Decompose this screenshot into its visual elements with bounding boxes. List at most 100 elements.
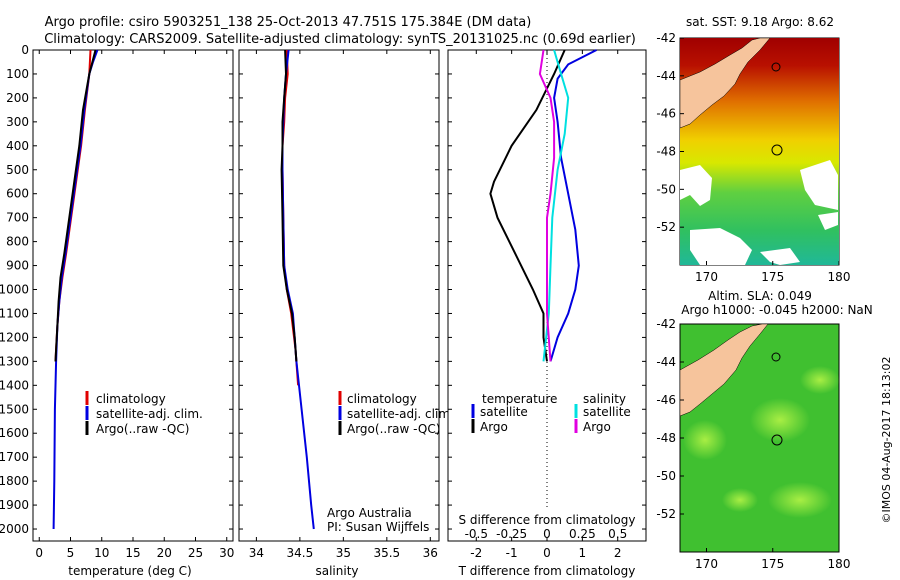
legend-s-satellite-label: satellite	[583, 405, 631, 419]
salinity-plot-frame	[238, 49, 440, 542]
ytick-label: 1600	[0, 426, 29, 440]
sst-map-title: sat. SST: 9.18 Argo: 8.62	[686, 15, 834, 29]
ytick-label: 1500	[0, 402, 29, 416]
argo-australia-label: Argo Australia	[327, 506, 412, 520]
map-xtick-label: 170	[695, 270, 718, 284]
ytick-label: 1000	[0, 283, 29, 297]
ytick-label: 400	[6, 139, 29, 153]
legend-t-argo-label: Argo	[480, 420, 508, 434]
ytick-label: 900	[6, 259, 29, 273]
map-ytick-label: -48	[656, 431, 676, 445]
sst-yticks: -42 -44 -46 -48 -50 -52	[656, 31, 684, 234]
ytick-label: 1200	[0, 330, 29, 344]
sla-map-subtitle: Argo h1000: -0.045 h2000: NaN	[681, 303, 873, 317]
map-ytick-label: -42	[656, 31, 676, 45]
map-ytick-label: -48	[656, 145, 676, 159]
header-title-line1: Argo profile: csiro 5903251_138 25-Oct-2…	[45, 15, 532, 30]
sla-profile-marker	[771, 434, 783, 446]
ytick-label: 1900	[0, 498, 29, 512]
ytick-label: 1800	[0, 474, 29, 488]
series-line-t-satellite	[549, 49, 597, 362]
xtick-label: 35.5	[373, 546, 400, 560]
ytick-label: 1400	[0, 378, 29, 392]
salinity-xticks: 34 34.5 35 35.5 36	[249, 50, 438, 560]
sla-new-zealand-landmass	[679, 323, 769, 417]
sla-anomaly-features	[683, 366, 840, 518]
ytick-label: 0	[21, 43, 29, 57]
legend-satellite-label: satellite-adj. clim.	[347, 407, 454, 421]
xtick-label: 34.5	[287, 546, 314, 560]
ytick-label: 1300	[0, 354, 29, 368]
xtick-label: 0	[543, 546, 551, 560]
pi-label: PI: Susan Wijffels	[327, 520, 429, 534]
temperature-series	[52, 49, 99, 530]
series-line-t-argo	[489, 49, 566, 362]
map-xtick-label: 175	[761, 270, 784, 284]
map-ytick-label: -46	[656, 107, 676, 121]
s-xtick-label: 0	[543, 527, 551, 541]
sla-island-marker	[771, 352, 781, 362]
sst-missing-patches	[680, 160, 838, 265]
difference-yticks	[448, 49, 646, 530]
xtick-label: 30	[219, 546, 234, 560]
sst-island-marker	[771, 62, 781, 72]
s-xtick-label: 0.25	[569, 527, 596, 541]
xtick-label: 25	[188, 546, 203, 560]
legend-satellite-label: satellite-adj. clim.	[96, 407, 203, 421]
ytick-label: 2000	[0, 522, 29, 536]
salinity-legend: climatology satellite-adj. clim. Argo(..…	[338, 391, 454, 436]
difference-series	[489, 49, 597, 362]
map-ytick-label: -52	[656, 507, 676, 521]
map-ytick-label: -46	[656, 393, 676, 407]
ytick-label: 200	[6, 91, 29, 105]
xtick-label: 34	[249, 546, 264, 560]
xtick-label: -2	[470, 546, 482, 560]
series-line-argo-raw-qc-	[280, 49, 298, 362]
series-line-s-satellite	[542, 49, 570, 362]
xtick-label: -1	[506, 546, 518, 560]
map-ytick-label: -52	[656, 220, 676, 234]
salinity-series	[280, 49, 315, 530]
map-xtick-label: 180	[828, 270, 851, 284]
map-ytick-label: -44	[656, 355, 676, 369]
xtick-label: 0	[35, 546, 43, 560]
salinity-yticks	[239, 49, 439, 530]
difference-legend: temperature salinity satellite Argo sate…	[471, 392, 631, 434]
sla-yticks: -42 -44 -46 -48 -50 -52	[656, 317, 684, 521]
temperature-panel: 0100200300400500600700800900100011001200…	[0, 43, 234, 578]
map-xtick-label: 175	[761, 557, 784, 571]
sst-profile-marker	[771, 144, 783, 156]
xtick-label: 1	[579, 546, 587, 560]
temperature-yticks: 0 100 200 300 400 500 600 700 800 900 1000 1100 1200…	[0, 43, 233, 536]
legend-climatology-label: climatology	[347, 392, 417, 406]
xtick-label: 2	[614, 546, 622, 560]
sla-map-title: Altim. SLA: 0.049	[708, 289, 812, 303]
sla-xticks: 170 175 180	[695, 548, 850, 571]
xtick-label: 35	[336, 546, 351, 560]
map-ytick-label: -50	[656, 469, 676, 483]
ytick-label: 1700	[0, 450, 29, 464]
difference-t-xlabel: T difference from climatology	[458, 564, 636, 578]
difference-s-ticklabels: -0.5 -0.25 0 0.25 0.5	[465, 527, 628, 541]
header-title-line2: Climatology: CARS2009. Satellite-adjuste…	[44, 32, 636, 47]
salinity-xlabel: salinity	[315, 564, 358, 578]
legend-argo-label: Argo(..raw -QC)	[347, 422, 440, 436]
sla-map-panel: Altim. SLA: 0.049 Argo h1000: -0.045 h20…	[656, 289, 872, 571]
temperature-xticks: 0 5 10 15 20 25 30	[35, 50, 234, 560]
map-ytick-label: -44	[656, 69, 676, 83]
difference-s-xlabel: S difference from climatology	[459, 513, 636, 527]
ytick-label: 700	[6, 211, 29, 225]
sst-new-zealand-landmass	[679, 37, 771, 129]
temperature-legend: climatology satellite-adj. clim. Argo(..…	[85, 391, 203, 436]
xtick-label: 10	[94, 546, 109, 560]
map-xtick-label: 170	[695, 557, 718, 571]
ytick-label: 300	[6, 115, 29, 129]
xtick-label: 5	[67, 546, 75, 560]
map-xtick-label: 180	[828, 557, 851, 571]
s-xtick-label: -0.25	[496, 527, 527, 541]
legend-t-satellite-label: satellite	[480, 405, 528, 419]
ytick-label: 600	[6, 187, 29, 201]
map-ytick-label: -42	[656, 317, 676, 331]
ytick-label: 100	[6, 67, 29, 81]
salinity-panel: 34 34.5 35 35.5 36 salinity climatology sate…	[238, 49, 454, 578]
